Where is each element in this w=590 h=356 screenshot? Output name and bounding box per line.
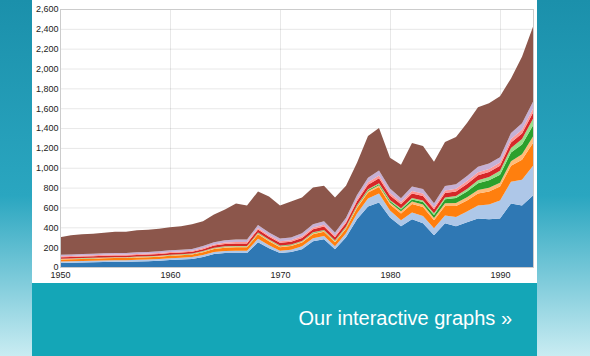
svg-text:1970: 1970	[270, 270, 290, 280]
svg-text:1,800: 1,800	[36, 84, 59, 94]
svg-text:2,600: 2,600	[36, 4, 59, 14]
svg-text:2,400: 2,400	[36, 24, 59, 34]
svg-text:1990: 1990	[490, 270, 510, 280]
svg-text:1960: 1960	[160, 270, 180, 280]
svg-text:0: 0	[53, 262, 59, 273]
svg-text:1980: 1980	[380, 270, 400, 280]
svg-text:1,400: 1,400	[36, 123, 59, 133]
svg-text:600: 600	[43, 203, 58, 213]
svg-text:1950: 1950	[50, 270, 70, 280]
svg-text:1,200: 1,200	[36, 143, 59, 153]
svg-text:1,000: 1,000	[36, 163, 59, 173]
html-text:Our interactive graphs »: Our interactive graphs »	[298, 307, 512, 329]
svg-text:2,200: 2,200	[36, 44, 59, 54]
svg-text:200: 200	[43, 243, 58, 253]
svg-text:400: 400	[43, 223, 58, 233]
svg-text:800: 800	[43, 183, 58, 193]
svg-text:2,000: 2,000	[36, 64, 59, 74]
svg-text:1,600: 1,600	[36, 104, 59, 114]
